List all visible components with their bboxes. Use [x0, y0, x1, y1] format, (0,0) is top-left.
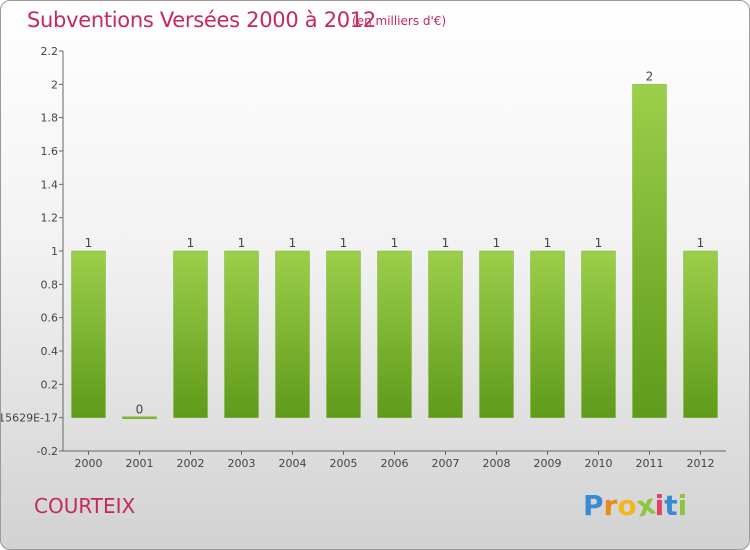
data-label: 1	[544, 236, 552, 250]
y-tick-label: 0.4	[41, 345, 59, 358]
data-label: 1	[340, 236, 348, 250]
bar-2000	[71, 250, 106, 418]
x-tick-label: 2001	[126, 457, 154, 470]
commune-name: COURTEIX	[34, 494, 136, 518]
bar-2008	[479, 250, 514, 418]
data-label: 1	[85, 236, 93, 250]
y-tick-label: 2	[51, 78, 58, 91]
y-tick-label: 0.8	[41, 278, 59, 291]
logo-letter: i	[677, 489, 688, 522]
logo-letter: r	[603, 489, 618, 522]
x-tick-label: 2009	[534, 457, 562, 470]
logo-letter: t	[664, 489, 678, 522]
y-tick-label: 0.6	[41, 312, 59, 325]
bar-2001	[122, 416, 157, 419]
y-tick-label: -0.2	[37, 445, 58, 458]
data-label: 0	[136, 403, 144, 417]
y-tick-label: 1.2	[41, 212, 59, 225]
data-label: 1	[595, 236, 603, 250]
y-tick-label: -1.1115629E-17	[1, 412, 58, 425]
chart-title: Subventions Versées 2000 à 2012	[27, 8, 376, 32]
data-label: 2	[646, 69, 654, 83]
data-label: 1	[289, 236, 297, 250]
bar-2012	[683, 250, 718, 418]
bar-2009	[530, 250, 565, 418]
chart-subtitle: (en milliers d'€)	[352, 14, 447, 28]
x-tick-label: 2003	[228, 457, 256, 470]
x-tick-label: 2006	[381, 457, 409, 470]
bar-2004	[275, 250, 310, 418]
x-tick-label: 2007	[432, 457, 460, 470]
bar-2010	[581, 250, 616, 418]
bar-2005	[326, 250, 361, 418]
data-label: 1	[187, 236, 195, 250]
bar-2006	[377, 250, 412, 418]
bar-2011	[632, 84, 667, 418]
y-tick-label: 2.2	[41, 45, 59, 58]
y-tick-label: 1.6	[41, 145, 59, 158]
x-tick-label: 2010	[585, 457, 613, 470]
bar-2002	[173, 250, 208, 418]
proxiti-logo[interactable]: Proxiti	[583, 487, 688, 523]
data-label: 1	[697, 236, 705, 250]
x-tick-label: 2008	[483, 457, 511, 470]
bar-2003	[224, 250, 259, 418]
x-tick-label: 2011	[636, 457, 664, 470]
y-tick-label: 0.2	[41, 378, 59, 391]
logo-letter: i	[654, 489, 665, 522]
x-tick-label: 2002	[177, 457, 205, 470]
y-tick-label: 1.4	[41, 178, 59, 191]
data-label: 1	[442, 236, 450, 250]
y-tick-label: 1.8	[41, 112, 59, 125]
x-tick-label: 2000	[75, 457, 103, 470]
logo-letter: o	[617, 489, 637, 522]
x-tick-label: 2012	[687, 457, 715, 470]
data-label: 1	[391, 236, 399, 250]
data-label: 1	[238, 236, 246, 250]
x-tick-label: 2005	[330, 457, 358, 470]
x-tick-label: 2004	[279, 457, 307, 470]
logo-letter: P	[583, 489, 604, 522]
y-tick-label: 1	[51, 245, 58, 258]
data-label: 1	[493, 236, 501, 250]
bar-2007	[428, 250, 463, 418]
